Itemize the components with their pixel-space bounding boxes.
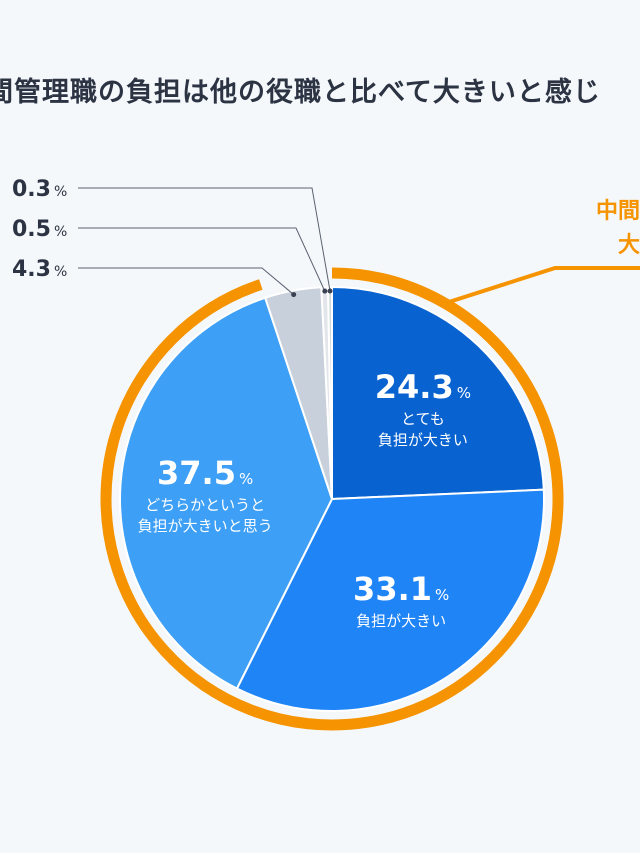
slice-category-label-1-0: 負担が大きい [356,612,446,630]
chart-title: 間管理職の負担は他の役職と比べて大きいと感じ [0,77,601,108]
leader-dot-4 [322,288,328,294]
slice-category-label-0-0: とても [401,410,445,428]
highlight-ring [100,267,564,731]
pie-slice-2 [119,296,334,690]
external-value-label-5: 0.3% [12,177,67,202]
pie-slice-1 [235,488,545,712]
external-value-label-3: 4.3% [12,257,67,282]
slice-value-label-0: 24.3% [375,368,471,406]
pie-slice-0 [331,285,545,501]
slice-value-label-2: 37.5% [157,454,253,492]
callout-label: 中間 大 [596,195,640,263]
leader-line-5 [78,187,331,292]
external-value-label-4: 0.5% [12,217,67,242]
callout-line-2: 大 [617,233,640,258]
leader-line-3 [78,267,294,295]
callout-connector-line [444,266,640,306]
pie-slice-5 [326,285,333,500]
slice-category-label-2-1: 負担が大きいと思う [138,517,273,535]
leader-dot-5 [327,288,333,294]
slice-category-label-2-0: どちらかというと [145,496,265,514]
leader-dot-3 [291,292,297,298]
leader-line-4 [78,227,326,292]
slice-value-label-1: 33.1% [353,570,449,608]
slice-category-label-0-1: 負担が大きい [378,431,468,449]
callout-line-1: 中間 [595,199,640,224]
